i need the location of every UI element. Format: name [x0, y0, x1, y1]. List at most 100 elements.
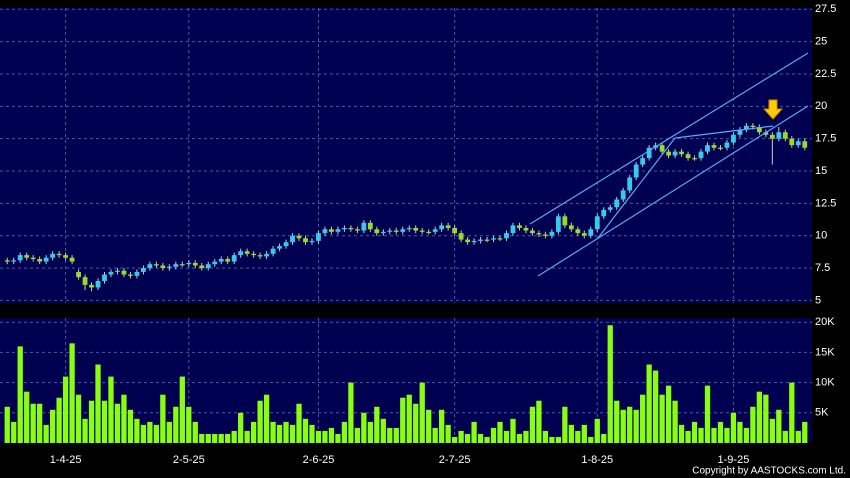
volume-bar — [685, 430, 691, 443]
candle-body — [607, 207, 613, 210]
x-tick-label: 1-9-25 — [718, 454, 750, 466]
volume-bar — [464, 433, 471, 443]
volume-bar — [147, 421, 153, 443]
volume-bar — [471, 421, 477, 443]
candle-body — [43, 257, 49, 262]
volume-bar — [594, 418, 600, 443]
candle-body — [218, 259, 224, 262]
candle-body — [782, 132, 788, 139]
volume-bar — [665, 385, 672, 443]
candle-body — [523, 227, 529, 231]
candle-body — [763, 132, 769, 135]
volume-bar — [179, 376, 185, 443]
volume-bar — [24, 391, 30, 443]
candle-body — [705, 145, 710, 152]
y-tick-label: 12.5 — [815, 197, 836, 209]
x-tick-label: 2-7-25 — [439, 454, 471, 466]
volume-bar — [659, 394, 665, 443]
volume-bar — [30, 403, 36, 443]
volume-bar — [789, 382, 795, 443]
candle-body — [303, 238, 308, 243]
volume-bar — [426, 409, 432, 443]
volume-bar — [432, 427, 438, 443]
signal-arrow — [762, 99, 784, 120]
candle-body — [173, 264, 179, 267]
volume-bar — [121, 394, 127, 443]
candle-body — [756, 127, 762, 133]
candle-body — [568, 225, 574, 230]
candle-body — [769, 134, 775, 139]
y-tick-label: 15K — [815, 346, 835, 358]
volume-bar — [276, 424, 283, 443]
y-tick-label: 20 — [815, 100, 827, 112]
candle-body — [244, 251, 250, 254]
candle-body — [37, 259, 43, 262]
candle-body — [95, 281, 101, 288]
volume-bar — [782, 430, 788, 443]
volume-bar — [153, 424, 160, 443]
candle-body — [186, 262, 192, 265]
volume-bar — [393, 427, 399, 443]
candle-body — [458, 233, 464, 240]
volume-bar — [555, 436, 562, 443]
candle-body — [478, 239, 483, 241]
volume-bar — [296, 403, 302, 443]
candle-body — [277, 246, 282, 249]
y-tick-label: 15 — [815, 165, 827, 177]
volume-bar — [724, 427, 730, 443]
candle-body — [153, 264, 159, 266]
volume-bar — [354, 427, 361, 443]
candle-body — [179, 264, 185, 266]
candle-body — [698, 151, 704, 159]
volume-bar — [88, 400, 95, 443]
candle-body — [166, 266, 172, 269]
candle-body — [24, 255, 30, 258]
volume-bar — [69, 343, 75, 443]
volume-bar — [270, 421, 276, 443]
volume-bar — [322, 430, 328, 443]
volume-bar — [743, 427, 750, 443]
candle-body — [588, 229, 594, 236]
volume-bar — [11, 421, 17, 443]
y-tick-label: 10 — [815, 230, 827, 242]
candle-body — [4, 260, 10, 262]
volume-bar — [335, 433, 341, 443]
y-tick-label: 27.5 — [815, 3, 836, 15]
candle-body — [439, 225, 445, 230]
volume-bar — [529, 406, 536, 443]
candle-body — [543, 234, 548, 236]
volume-bar — [419, 382, 425, 443]
trend-line — [529, 52, 809, 225]
volume-bar — [490, 427, 497, 443]
volume-bar — [173, 406, 179, 443]
candle-body — [549, 231, 555, 236]
volume-bar — [205, 433, 211, 443]
volume-bar — [218, 433, 224, 443]
volume-bar — [127, 409, 134, 443]
volume-bar — [627, 406, 633, 443]
candle-body — [367, 222, 373, 230]
volume-bar — [114, 403, 121, 443]
candle-body — [374, 229, 380, 234]
volume-bar — [698, 427, 704, 443]
volume-bar — [37, 403, 43, 443]
volume-bar — [309, 424, 315, 443]
candle-body — [718, 147, 723, 149]
candle-body — [290, 235, 295, 243]
volume-bar — [769, 418, 775, 443]
volume-bar — [283, 421, 289, 443]
candle-body — [121, 270, 127, 275]
candle-body — [69, 257, 75, 262]
volume-bar — [43, 424, 49, 443]
volume-bar — [439, 409, 445, 443]
candle-body — [633, 164, 639, 178]
candle-body — [17, 255, 23, 261]
candle-body — [50, 253, 56, 258]
volume-bar — [62, 376, 69, 443]
y-tick-label: 22.5 — [815, 68, 836, 80]
volume-bar — [244, 430, 250, 443]
candle-body — [134, 271, 140, 276]
candle-body — [400, 229, 406, 232]
volume-bar — [795, 430, 801, 443]
volume-bar — [581, 424, 587, 443]
